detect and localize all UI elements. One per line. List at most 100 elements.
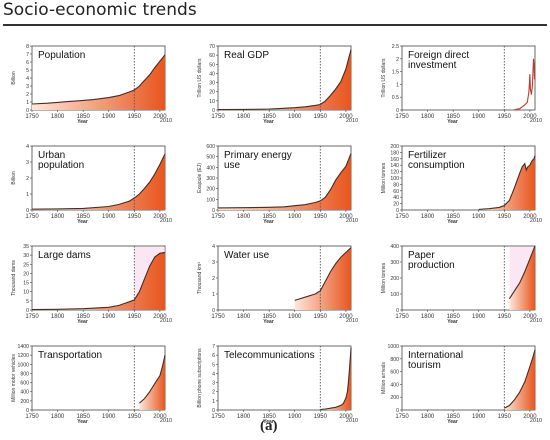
y-tick-label: 0: [396, 108, 399, 114]
x-tick-label: 1900: [102, 314, 116, 320]
x-tick-label: 1750: [25, 214, 39, 220]
x-axis-label: Year: [447, 119, 458, 125]
y-tick-label: 1000: [387, 344, 399, 350]
plot-frame: [401, 45, 536, 111]
x-end-label: 2010: [346, 418, 358, 424]
y-tick-label: 100: [390, 176, 399, 182]
x-end-label: 2010: [160, 418, 172, 424]
x-tick-label: 1750: [25, 114, 39, 120]
x-tick-label: 1900: [102, 214, 116, 220]
y-axis-label: Million tonnes: [381, 162, 387, 193]
y-tick-label: 40: [393, 195, 399, 201]
x-end-label: 2010: [160, 218, 172, 224]
y-tick-label: 3: [26, 84, 29, 90]
x-axis-label: Year: [263, 319, 274, 325]
x-axis-label: Year: [263, 419, 274, 425]
x-tick-label: 2000: [153, 214, 167, 220]
y-tick-label: 200: [20, 399, 29, 405]
panel-real-gdp: 0 10 20 30 40 50 60 70 1750 1800 1850 1900 1950 20002…: [197, 44, 358, 125]
plot-frame: [217, 345, 352, 411]
series-line: [31, 54, 166, 105]
y-tick-label: 2: [26, 92, 29, 98]
panel-foreign-direct-investment: 0 0.5 1 1.5 2 2.5 1750 1800 1850 1900 1950 20002010…: [381, 44, 542, 125]
y-tick-label: 120: [390, 170, 399, 176]
y-tick-label: 0: [396, 408, 399, 414]
series-area: [320, 347, 351, 410]
chart-title: Telecommunications: [224, 350, 315, 361]
y-tick-label: 30: [23, 253, 29, 259]
y-tick-label: 4: [26, 144, 29, 150]
y-tick-label: 1: [26, 100, 29, 106]
x-tick-label: 1800: [421, 314, 435, 320]
x-tick-label: 1950: [498, 414, 512, 420]
panel-transportation: 0 200 400 600 800 1000 1200 1400 1750 1800 1850 190…: [11, 344, 172, 425]
y-tick-label: 300: [390, 260, 399, 266]
x-end-label: 2010: [346, 118, 358, 124]
chart-title: Water use: [224, 250, 270, 261]
chart-title: Urban: [38, 150, 65, 161]
x-tick-label: 1900: [288, 114, 302, 120]
y-tick-label: 800: [390, 357, 399, 363]
x-tick-label: 1900: [472, 114, 486, 120]
x-end-label: 2010: [160, 118, 172, 124]
y-axis-label: Billion: [11, 71, 17, 85]
y-tick-label: 400: [390, 382, 399, 388]
y-tick-label: 400: [20, 390, 29, 396]
x-tick-label: 1800: [51, 114, 65, 120]
series-area: [32, 54, 165, 110]
y-tick-label: 0: [26, 108, 29, 114]
x-axis-label: Year: [77, 319, 88, 325]
y-tick-label: 70: [209, 44, 215, 50]
y-tick-label: 4: [212, 371, 215, 377]
x-tick-label: 1850: [262, 114, 276, 120]
y-axis-label: Million arrivals: [381, 362, 387, 394]
y-tick-label: 2: [26, 176, 29, 182]
x-tick-label: 1800: [51, 414, 65, 420]
y-tick-label: 20: [209, 90, 215, 96]
chart-title: Primary energy: [224, 150, 292, 161]
x-axis-label: Year: [77, 419, 88, 425]
x-tick-label: 1850: [446, 114, 460, 120]
x-tick-label: 2000: [523, 414, 537, 420]
series-area: [218, 49, 351, 110]
panel-large-dams: 0 5 10 15 20 25 30 35 1750 1800 1850 1900 1950 200020…: [11, 244, 172, 325]
x-tick-label: 1800: [421, 414, 435, 420]
x-tick-label: 1900: [472, 414, 486, 420]
x-axis-label: Year: [77, 119, 88, 125]
y-tick-label: 0: [26, 408, 29, 414]
series-area: [139, 355, 165, 410]
y-axis-label: Thousand dams: [11, 260, 17, 296]
x-axis-label: Year: [263, 119, 274, 125]
x-tick-label: 1850: [446, 414, 460, 420]
x-tick-label: 2000: [339, 214, 353, 220]
y-tick-label: 2: [212, 276, 215, 282]
x-tick-label: 1800: [237, 414, 251, 420]
x-tick-label: 1950: [498, 314, 512, 320]
x-tick-label: 1900: [102, 414, 116, 420]
y-tick-label: 200: [390, 144, 399, 150]
x-tick-label: 1800: [421, 214, 435, 220]
x-tick-label: 2000: [339, 314, 353, 320]
chart-title: Population: [38, 50, 85, 61]
x-tick-label: 1750: [211, 314, 225, 320]
y-tick-label: 4: [212, 244, 215, 250]
y-tick-label: 2: [396, 57, 399, 63]
chart-title: use: [224, 160, 241, 171]
y-tick-label: 3: [212, 381, 215, 387]
series-line: [504, 349, 536, 409]
x-tick-label: 2000: [153, 414, 167, 420]
chart-title: Large dams: [38, 250, 91, 261]
series-area: [218, 153, 351, 210]
chart-title: Fertilizer: [408, 150, 447, 161]
chart-title: Transportation: [38, 350, 102, 361]
y-tick-label: 15: [23, 281, 29, 287]
x-tick-label: 1950: [314, 414, 328, 420]
x-axis-label: Year: [447, 419, 458, 425]
y-tick-label: 8: [26, 44, 29, 50]
x-end-label: 2010: [346, 218, 358, 224]
